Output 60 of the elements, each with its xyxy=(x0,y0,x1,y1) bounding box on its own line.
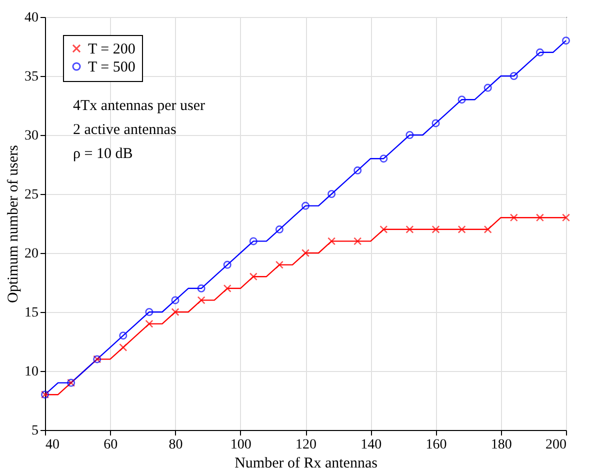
y-tick-label: 40 xyxy=(24,10,38,26)
point xyxy=(275,260,284,269)
point xyxy=(171,296,180,304)
point xyxy=(301,248,310,258)
x-tick-label: 100 xyxy=(230,438,252,452)
y-tick-label: 15 xyxy=(24,306,38,320)
point xyxy=(432,225,440,234)
point xyxy=(536,214,544,222)
point xyxy=(562,36,570,45)
point xyxy=(197,296,206,304)
x-tick-label: 120 xyxy=(296,438,316,452)
y-tick-label: 10 xyxy=(24,364,38,380)
y-tick-label: 30 xyxy=(24,128,38,144)
annotation: 4Tx antennas per user xyxy=(73,98,206,114)
y-tick-label: 25 xyxy=(24,188,38,202)
x-tick-label: 180 xyxy=(490,438,512,452)
point xyxy=(354,166,362,174)
point xyxy=(458,96,466,104)
point xyxy=(484,84,492,92)
point xyxy=(536,48,544,56)
annotation: ρ = 10 dB xyxy=(73,146,133,162)
point xyxy=(562,214,570,222)
point xyxy=(301,202,310,210)
point xyxy=(249,272,258,281)
y-tick-label: 35 xyxy=(24,70,38,84)
point xyxy=(328,237,336,246)
point xyxy=(380,154,388,163)
legend-label: T = 200 xyxy=(88,42,136,58)
point xyxy=(328,190,336,198)
point xyxy=(510,214,518,222)
legend-label: T = 500 xyxy=(88,60,136,76)
x-tick-label: 140 xyxy=(360,438,382,452)
point xyxy=(171,308,180,316)
x-tick-label: 80 xyxy=(168,438,183,452)
point xyxy=(406,225,414,234)
x-tick-label: 60 xyxy=(104,438,118,452)
annotation: 2 active antennas xyxy=(73,122,176,138)
point xyxy=(119,332,128,340)
y-axis-title: Optimum number of users xyxy=(6,144,22,303)
point xyxy=(354,237,362,246)
x-tick-label: 40 xyxy=(46,438,60,452)
point xyxy=(145,308,154,316)
point xyxy=(406,131,414,139)
x-tick-label: 160 xyxy=(426,438,447,452)
point xyxy=(275,225,284,234)
point xyxy=(119,343,128,352)
point xyxy=(223,260,232,269)
point xyxy=(145,320,154,328)
point xyxy=(510,72,518,80)
x-tick-label: 200 xyxy=(546,438,566,452)
point xyxy=(458,225,466,234)
point xyxy=(197,284,206,292)
x-axis-title: Number of Rx antennas xyxy=(234,456,378,472)
y-tick-label: 5 xyxy=(32,424,38,438)
y-tick-label: 20 xyxy=(24,246,38,262)
point xyxy=(432,119,440,128)
point xyxy=(380,225,388,234)
point xyxy=(223,284,232,292)
point xyxy=(484,225,492,234)
point xyxy=(249,237,258,246)
